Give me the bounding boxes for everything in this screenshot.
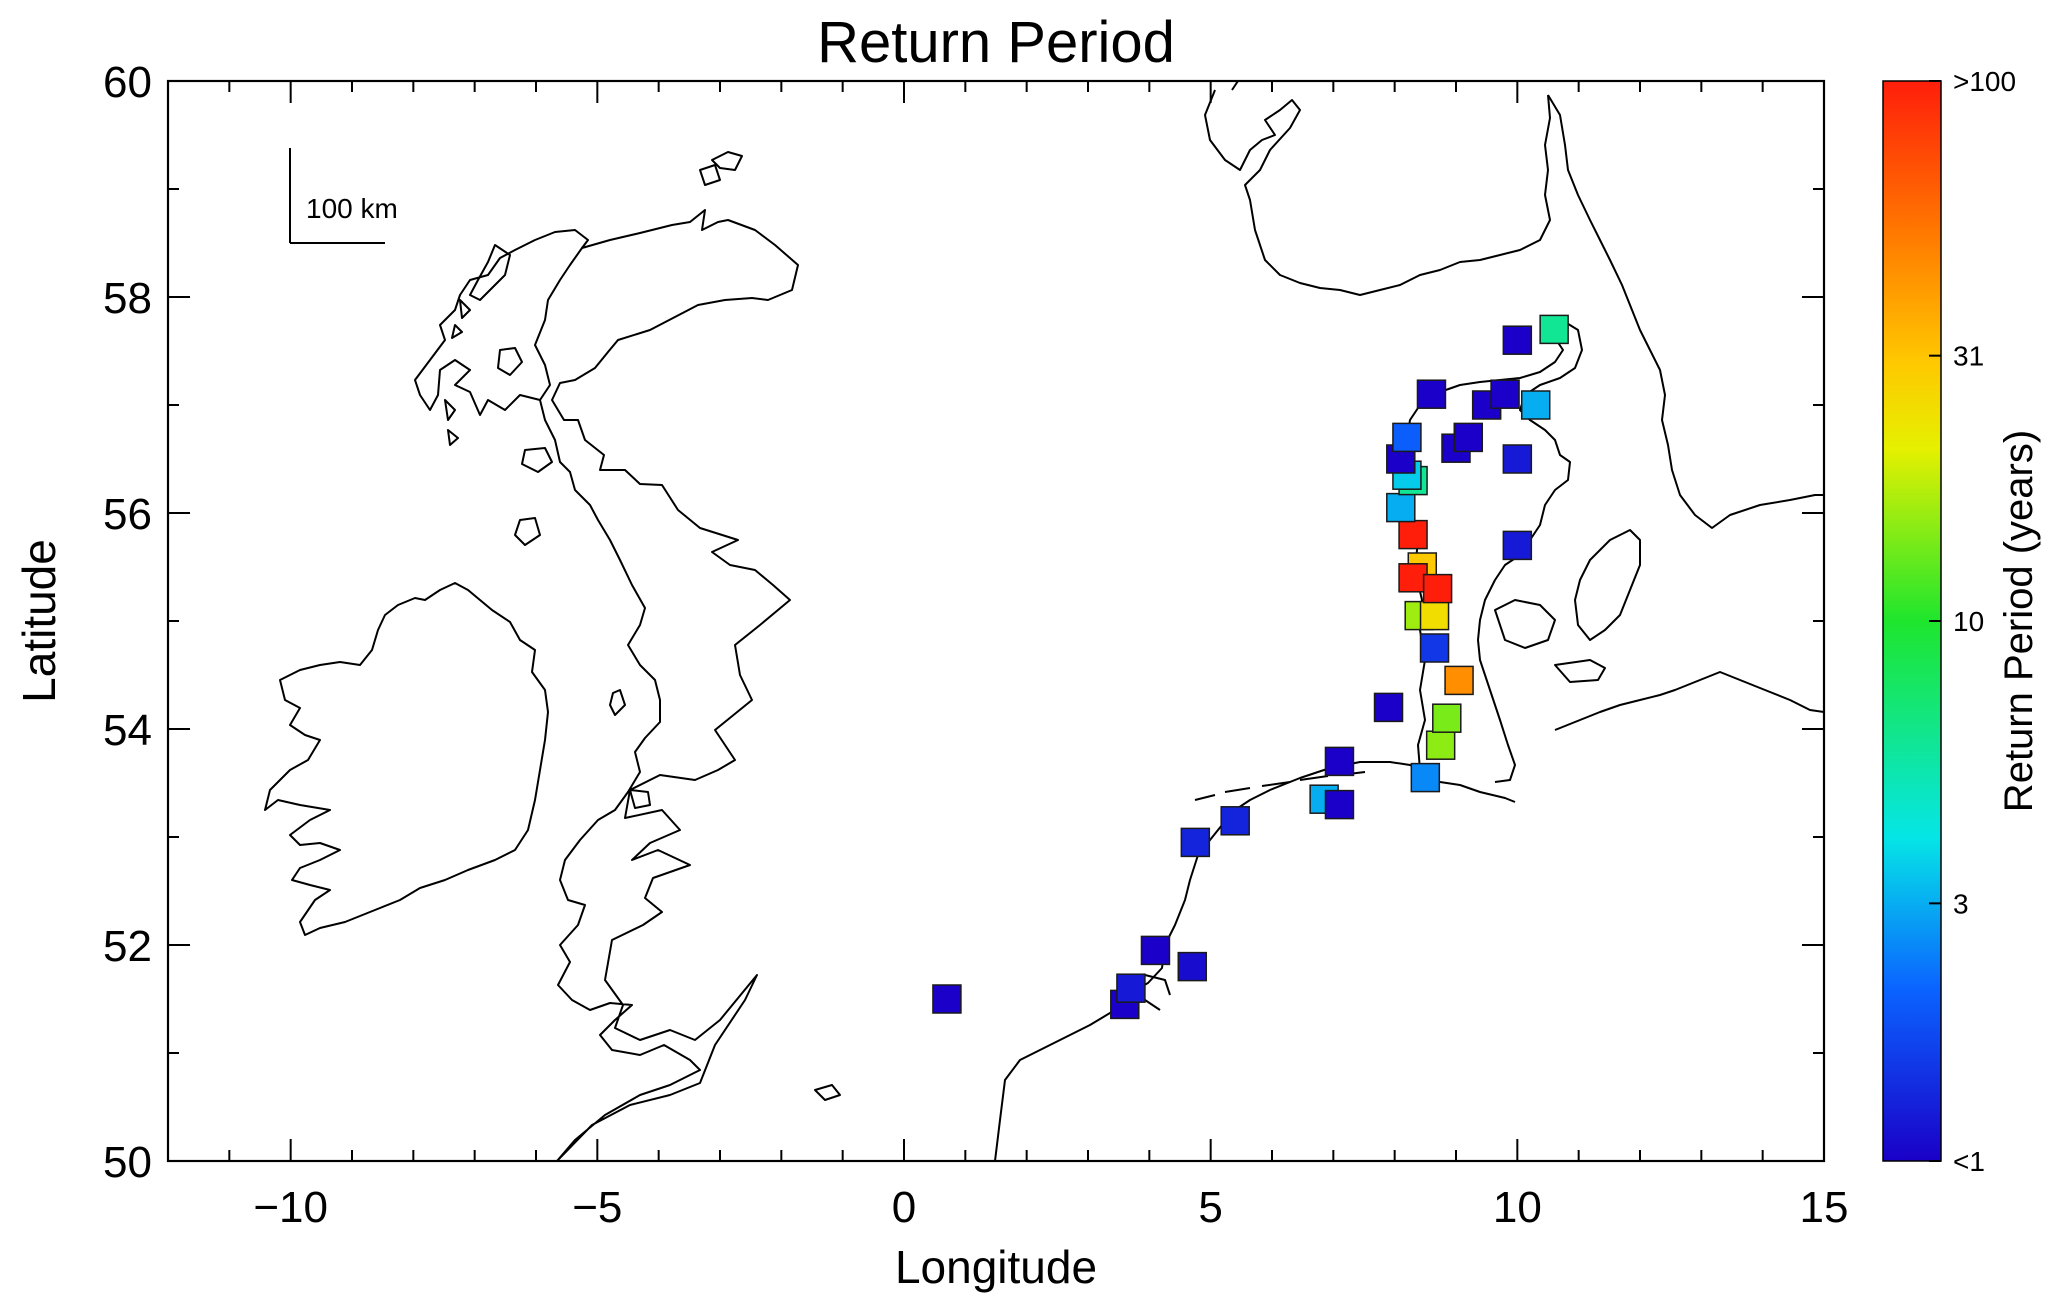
coastline-isle-of-man <box>609 689 626 716</box>
y-axis: 50 52 54 56 58 60 <box>103 58 1824 1187</box>
coastline-islay <box>514 517 541 546</box>
colorbar-ticks: >100 31 10 3 <1 <box>1929 66 2016 1177</box>
x-tick-label: −5 <box>572 1183 622 1232</box>
coastline-frisian-islands <box>1194 771 1366 801</box>
coastline-outer-hebrides <box>469 244 511 301</box>
station-marker-15 <box>1419 633 1450 663</box>
colorbar-title: Return Period (years) <box>1997 430 2041 812</box>
coastline-mull <box>521 447 553 473</box>
coastline-orkney <box>699 164 721 186</box>
station-marker-5 <box>1180 827 1211 858</box>
coastline-skye <box>497 347 523 376</box>
station-marker-3 <box>1140 935 1171 966</box>
station-marker-32 <box>1520 390 1551 420</box>
coastline-zealand <box>1574 529 1641 641</box>
station-marker-29 <box>1453 422 1484 453</box>
coastline-lolland <box>1554 659 1606 683</box>
scale-bar-label: 100 km <box>306 193 398 224</box>
colorbar-tick-label: <1 <box>1953 1146 1985 1177</box>
station-marker-17 <box>1419 600 1450 631</box>
coastline-funen <box>1494 599 1556 649</box>
chart-title: Return Period <box>817 10 1175 75</box>
colorbar: >100 31 10 3 <1 Return Period (years) <box>1882 66 2041 1177</box>
x-axis-title: Longitude <box>895 1241 1097 1293</box>
x-tick-label: 5 <box>1198 1183 1222 1232</box>
y-tick-label: 58 <box>103 274 152 323</box>
station-marker-10 <box>1373 692 1404 723</box>
station-marker-21 <box>1398 519 1428 550</box>
station-marker-20 <box>1422 573 1453 604</box>
station-marker-27 <box>1416 379 1447 409</box>
station-marker-8 <box>1324 789 1355 820</box>
scale-bar: 100 km <box>289 148 398 244</box>
station-marker-19 <box>1398 563 1428 593</box>
y-tick-label: 60 <box>103 58 152 107</box>
station-marker-34 <box>1539 314 1569 345</box>
colorbar-tick-label: 10 <box>1953 606 1984 637</box>
coastline-isle-of-wight <box>814 1084 841 1101</box>
station-marker-35 <box>1502 444 1533 474</box>
station-marker-36 <box>1502 530 1533 561</box>
plot-frame <box>166 79 1826 1163</box>
coastline-great-britain <box>534 209 799 1161</box>
coastlines <box>264 81 1824 1161</box>
colorbar-tick-label: 31 <box>1953 341 1984 372</box>
station-marker-4 <box>1177 951 1208 982</box>
station-marker-6 <box>1220 806 1250 836</box>
coastline-continent <box>994 761 1516 1161</box>
x-tick-label: −10 <box>253 1183 328 1232</box>
coastline-baltic <box>1554 671 1824 731</box>
coastline-sweden <box>1547 94 1824 529</box>
coastline-anglesey <box>629 789 651 809</box>
station-marker-9 <box>1324 746 1355 777</box>
x-tick-label: 0 <box>892 1183 916 1232</box>
y-tick-label: 54 <box>103 706 152 755</box>
x-tick-label: 10 <box>1493 1183 1542 1232</box>
markers-layer <box>932 314 1569 1020</box>
y-tick-label: 52 <box>103 922 152 971</box>
station-marker-26 <box>1392 422 1422 453</box>
coastline-small-isles <box>444 299 471 446</box>
x-tick-label: 15 <box>1800 1183 1849 1232</box>
station-marker-0 <box>932 984 962 1014</box>
station-marker-31 <box>1490 379 1520 409</box>
station-marker-12 <box>1425 730 1456 760</box>
coastline-ireland <box>264 582 549 936</box>
y-tick-label: 50 <box>103 1138 152 1187</box>
coastline-norway <box>1204 81 1551 296</box>
colorbar-tick-label: >100 <box>1953 66 2016 97</box>
station-marker-22 <box>1386 492 1416 523</box>
station-marker-13 <box>1432 703 1462 733</box>
station-marker-14 <box>1444 665 1474 696</box>
x-axis: −10 −5 0 5 10 15 <box>167 81 1849 1232</box>
y-axis-title: Latitude <box>13 539 65 703</box>
coastline-shetland <box>711 151 743 171</box>
colorbar-tick-label: 3 <box>1953 888 1969 919</box>
station-marker-33 <box>1502 325 1533 355</box>
y-tick-label: 56 <box>103 490 152 539</box>
station-marker-11 <box>1410 762 1441 793</box>
coastline-scotland-west <box>414 229 589 416</box>
station-marker-2 <box>1116 973 1146 1003</box>
